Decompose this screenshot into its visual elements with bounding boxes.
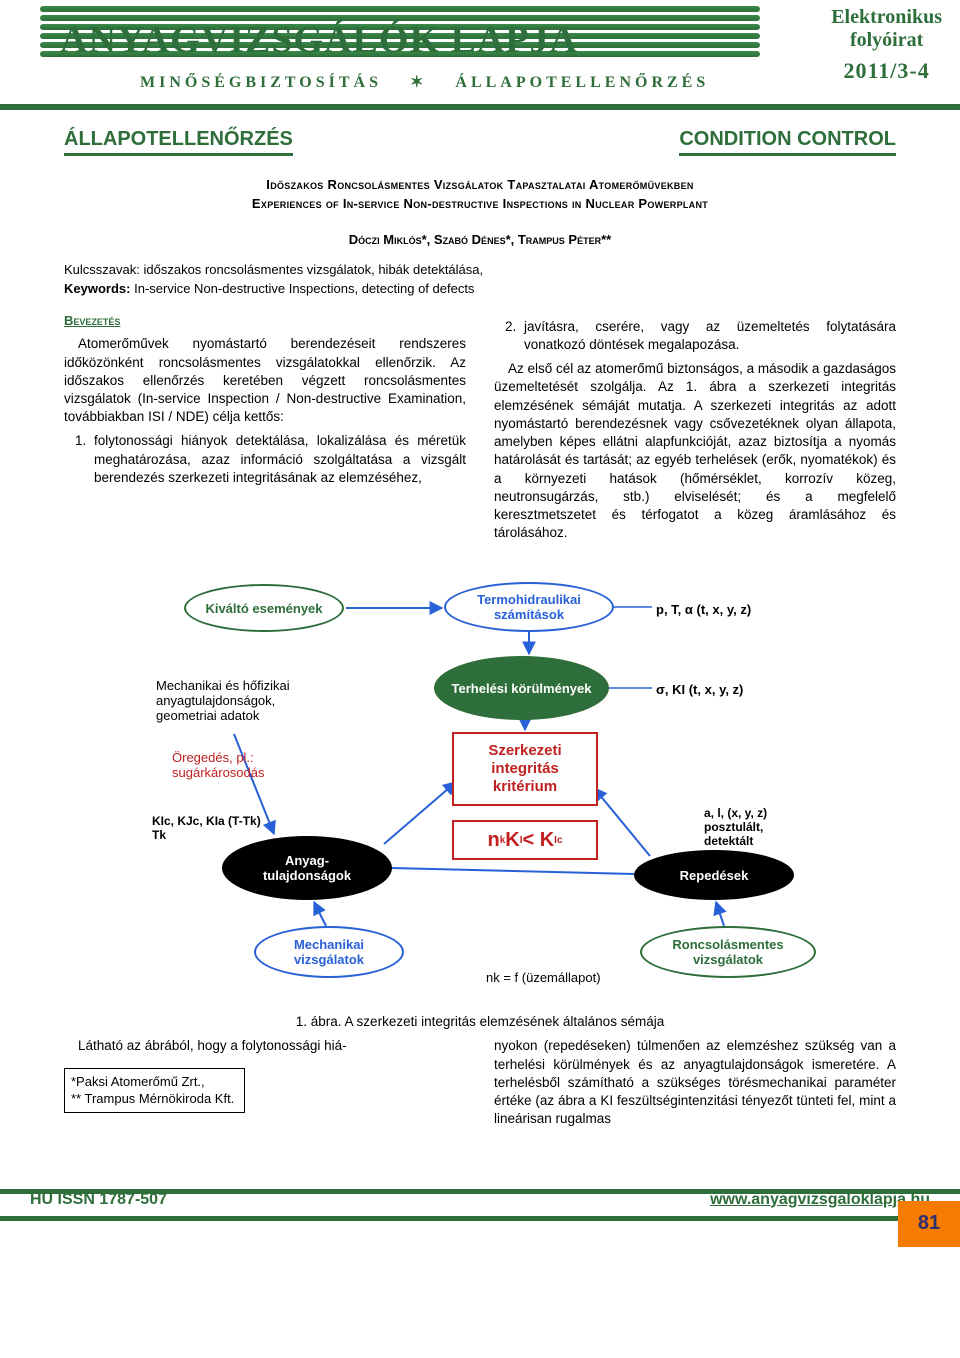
journal-subtitle: MINŐSÉGBIZTOSÍTÁS ✶ ÁLLAPOTELLENŐRZÉS — [140, 72, 709, 92]
article-authors: Dóczi Miklós*, Szabó Dénes*, Trampus Pét… — [0, 232, 960, 247]
subtitle-separator: ✶ — [390, 74, 447, 91]
node-roncs: Roncsolásmentes vizsgálatok — [640, 926, 816, 978]
keywords-hu-text: időszakos roncsolásmentes vizsgálatok, h… — [144, 262, 484, 277]
annot-kic: KIc, KJc, KIa (T-Tk) Tk — [152, 814, 261, 842]
figure-caption: 1. ábra. A szerkezeti integritás elemzés… — [0, 1014, 960, 1029]
page-footer: HU ISSN 1787-507 www.anyagvizsgaloklapja… — [0, 1179, 960, 1221]
annot-oregedes: Öregedés, pl.: sugárkárosodás — [172, 750, 265, 780]
annot-sigma: σ, KI (t, x, y, z) — [656, 682, 743, 697]
header-right-line1: Elektronikus — [831, 6, 942, 29]
affiliation-box: *Paksi Atomerőmű Zrt., ** Trampus Mérnök… — [64, 1068, 245, 1113]
journal-header: ANYAGVIZSGÁLÓK LAPJA MINŐSÉGBIZTOSÍTÁS ✶… — [0, 0, 960, 110]
box-inequality: nkKI < KIc — [452, 820, 598, 860]
keywords-en-label: Keywords: — [64, 281, 130, 296]
keywords-block: Kulcsszavak: időszakos roncsolásmentes v… — [64, 261, 896, 298]
affil-1: *Paksi Atomerőmű Zrt., — [71, 1073, 234, 1091]
node-anyag: Anyag- tulajdonságok — [222, 836, 392, 900]
structural-integrity-diagram: Kiváltó események Termohidraulikai számí… — [64, 574, 896, 1004]
footer-issn: HU ISSN 1787-507 — [30, 1191, 167, 1209]
section-left: ÁLLAPOTELLENŐRZÉS — [64, 128, 293, 156]
col-left: Bevezetés Atomerőművek nyomástartó beren… — [64, 312, 466, 549]
annot-nk: nk = f (üzemállapot) — [486, 970, 601, 985]
issue-number: 2011/3-4 — [831, 58, 942, 84]
section-right: CONDITION CONTROL — [679, 128, 896, 156]
node-mechvizsg: Mechanikai vizsgálatok — [254, 926, 404, 978]
bottom-col-right: nyokon (repedéseken) túlmenően az elemzé… — [494, 1037, 896, 1134]
section-bar: ÁLLAPOTELLENŐRZÉS CONDITION CONTROL — [0, 128, 960, 162]
page-number: 81 — [898, 1201, 960, 1247]
article-title-hu: Időszakos Roncsolásmentes Vizsgálatok Ta… — [90, 176, 870, 195]
left-para-1: Atomerőművek nyomástartó berendezéseit r… — [64, 335, 466, 426]
right-list-item-2: javításra, cserére, vagy az üzemeltetés … — [520, 318, 896, 354]
article-titles: Időszakos Roncsolásmentes Vizsgálatok Ta… — [90, 176, 870, 214]
node-terhelesi: Terhelési körülmények — [434, 656, 609, 720]
left-list-item-1: folytonossági hiányok detektálása, lokal… — [90, 432, 466, 487]
heading-bevezetes: Bevezetés — [64, 312, 466, 330]
affil-2: ** Trampus Mérnökiroda Kft. — [71, 1090, 234, 1108]
bottom-left-text: Látható az ábrából, hogy a folytonossági… — [64, 1037, 466, 1055]
annot-aI: a, l, (x, y, z) posztulált, detektált — [704, 806, 767, 848]
node-kivalto: Kiváltó események — [184, 584, 344, 632]
bottom-two-col: Látható az ábrából, hogy a folytonossági… — [64, 1037, 896, 1134]
annot-pTa: p, T, α (t, x, y, z) — [656, 602, 751, 617]
diagram-wrap: Kiváltó események Termohidraulikai számí… — [64, 574, 896, 1004]
footer-url[interactable]: www.anyagvizsgaloklapja.hu — [710, 1191, 930, 1209]
right-para-1: Az első cél az atomerőmű biztonságos, a … — [494, 360, 896, 542]
subtitle-left: MINŐSÉGBIZTOSÍTÁS — [140, 74, 382, 91]
keywords-hu-label: Kulcsszavak: — [64, 262, 140, 277]
node-termo: Termohidraulikai számítások — [444, 582, 614, 632]
subtitle-right: ÁLLAPOTELLENŐRZÉS — [455, 74, 709, 91]
col-right: javításra, cserére, vagy az üzemeltetés … — [494, 312, 896, 549]
annot-mech: Mechanikai és hőfizikai anyagtulajdonság… — [156, 678, 290, 723]
header-right-line2: folyóirat — [831, 29, 942, 52]
journal-title: ANYAGVIZSGÁLÓK LAPJA — [60, 18, 578, 62]
node-repedesek: Repedések — [634, 850, 794, 900]
bottom-right-text: nyokon (repedéseken) túlmenően az elemzé… — [494, 1037, 896, 1128]
article-title-en: Experiences of In-service Non-destructiv… — [90, 195, 870, 214]
bottom-col-left: Látható az ábrából, hogy a folytonossági… — [64, 1037, 466, 1134]
box-szerk: Szerkezeti integritás kritérium — [452, 732, 598, 806]
header-right-block: Elektronikus folyóirat 2011/3-4 — [831, 6, 942, 84]
body-two-col: Bevezetés Atomerőművek nyomástartó beren… — [64, 312, 896, 549]
keywords-en-text: In-service Non-destructive Inspections, … — [134, 281, 474, 296]
